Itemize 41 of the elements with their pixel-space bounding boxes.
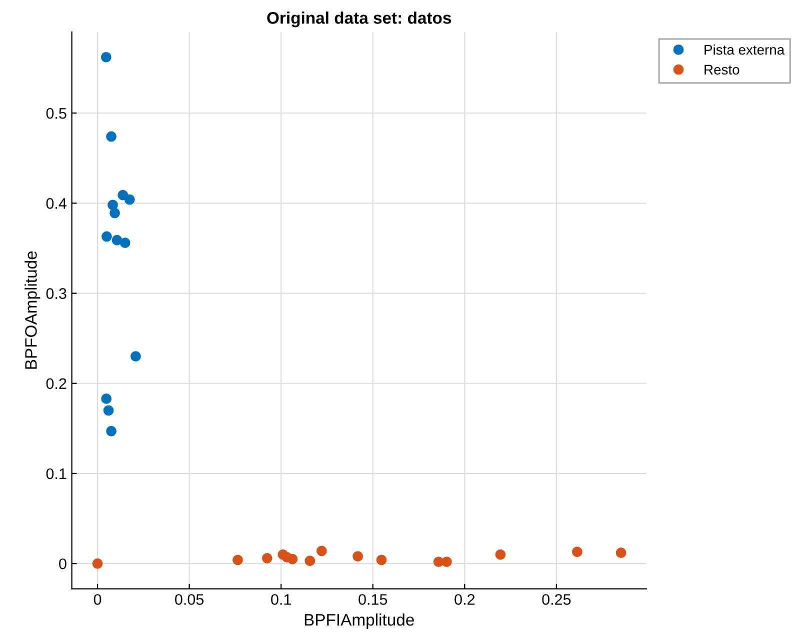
point (572, 546, 582, 558)
y-tick-label: 0.2 (46, 378, 66, 390)
x-tick-label: 0.2 (454, 594, 475, 605)
point (304, 556, 316, 566)
point (495, 549, 506, 560)
x-tick-label: 0.1 (271, 594, 291, 605)
x-tick-label: 0.25 (542, 594, 571, 605)
point (287, 554, 298, 564)
legend-label: Pista externa (704, 44, 785, 55)
chart-title: Original data set: datos (267, 12, 452, 28)
point (103, 405, 114, 416)
point (106, 131, 116, 142)
point (106, 426, 116, 436)
y-axis-title: BPFOAmplitude (24, 251, 40, 369)
point (441, 556, 452, 567)
legend-label: Resto (704, 64, 740, 75)
point (352, 551, 364, 562)
point (92, 558, 103, 569)
point (101, 231, 112, 242)
point (120, 238, 130, 248)
point (108, 200, 118, 210)
point (110, 208, 120, 218)
x-tick-label: 0.15 (358, 594, 388, 605)
point (100, 52, 112, 62)
point (316, 546, 327, 556)
point (101, 393, 112, 404)
point (112, 234, 122, 246)
y-tick-label: 0.5 (46, 108, 66, 119)
y-tick-label: 0.4 (46, 198, 67, 209)
point (262, 552, 272, 564)
x-tick-label: 0 (94, 594, 102, 605)
point (124, 194, 135, 205)
y-tick-label: 0 (59, 558, 66, 570)
y-tick-label: 0.3 (46, 288, 66, 299)
point (616, 548, 626, 558)
x-tick-label: 0.05 (175, 594, 204, 605)
point (376, 554, 387, 566)
x-axis-title: BPFIAmplitude (304, 613, 414, 629)
point (130, 351, 141, 362)
point (232, 554, 243, 566)
y-tick-label: 0.1 (46, 468, 66, 480)
